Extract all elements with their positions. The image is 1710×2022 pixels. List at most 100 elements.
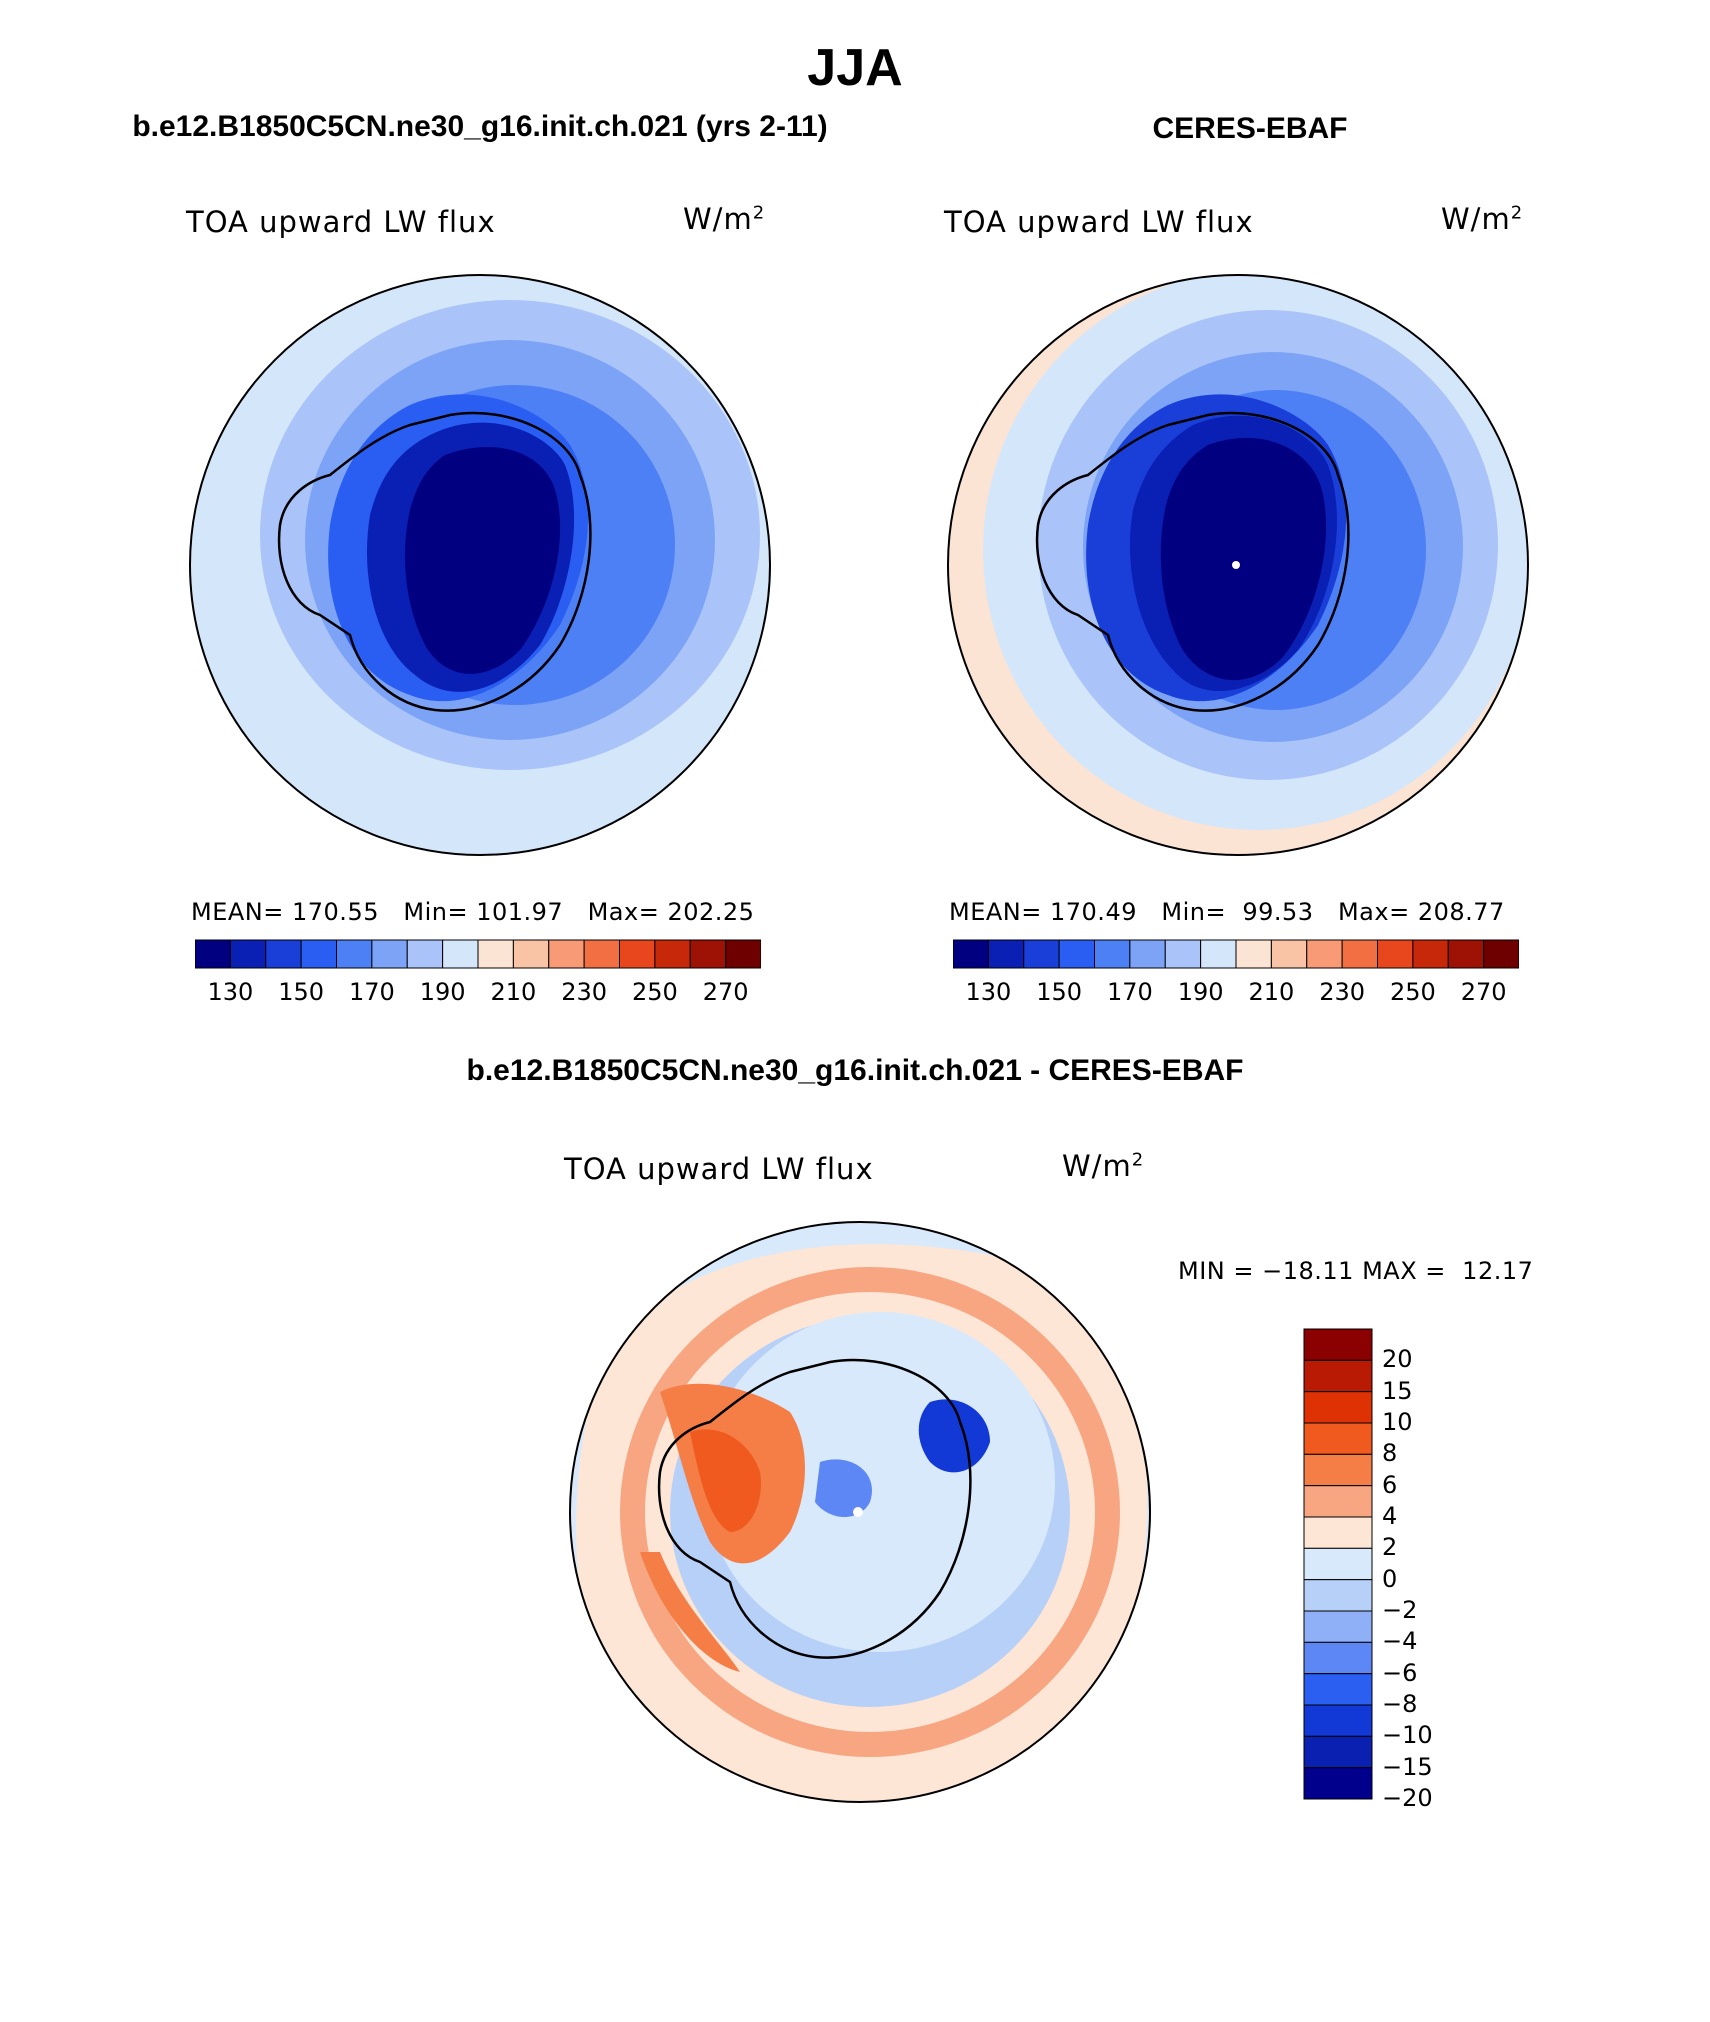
min-label: Min= xyxy=(403,898,469,926)
colorbar-swatch xyxy=(1023,939,1060,969)
units-exponent: 2 xyxy=(1131,1149,1145,1171)
colorbar-swatch xyxy=(1303,1673,1373,1706)
panel-obs-title: CERES-EBAF xyxy=(1152,112,1348,145)
max-value: 208.77 xyxy=(1417,898,1505,926)
colorbar-tick-label: 170 xyxy=(1106,978,1153,1006)
colorbar-swatch xyxy=(229,939,267,969)
colorbar-swatch xyxy=(953,939,989,969)
colorbar-tick-label: −20 xyxy=(1382,1784,1433,1812)
obs-colorbar-ticks: 130 150 170 190 210 230 250 270 xyxy=(953,978,1519,1008)
colorbar-swatch xyxy=(1270,939,1308,969)
panel-model-title: b.e12.B1850C5CN.ne30_g16.init.ch.021 (yr… xyxy=(132,110,828,143)
colorbar-tick-label: −15 xyxy=(1382,1752,1433,1781)
colorbar-tick-label: 190 xyxy=(419,978,466,1006)
colorbar-swatch xyxy=(725,939,761,969)
colorbar-swatch xyxy=(1303,1391,1373,1424)
colorbar-swatch xyxy=(265,939,302,969)
colorbar-swatch xyxy=(1094,939,1131,969)
panel-obs-variable: TOA upward LW flux xyxy=(944,205,1254,239)
units-base: W/m xyxy=(683,202,753,236)
colorbar-tick-label: 170 xyxy=(348,978,395,1006)
model-colorbar xyxy=(195,939,761,969)
min-value: 101.97 xyxy=(476,898,564,926)
min-value: 99.53 xyxy=(1242,898,1314,926)
colorbar-tick-label: 250 xyxy=(631,978,678,1006)
colorbar-tick-label: 270 xyxy=(1460,978,1507,1006)
obs-colorbar xyxy=(953,939,1519,969)
colorbar-swatch xyxy=(1303,1704,1373,1737)
colorbar-tick-label: 230 xyxy=(561,978,608,1006)
colorbar-swatch xyxy=(1303,1547,1373,1581)
max-value: 12.17 xyxy=(1462,1257,1534,1285)
colorbar-swatch xyxy=(1129,939,1166,969)
colorbar-tick-label: 2 xyxy=(1382,1533,1398,1562)
colorbar-tick-label: 190 xyxy=(1177,978,1224,1006)
min-value: −18.11 xyxy=(1262,1257,1354,1285)
panel-obs-units: W/m2 xyxy=(1441,202,1523,236)
colorbar-tick-label: 150 xyxy=(278,978,325,1006)
model-colorbar-ticks: 130 150 170 190 210 230 250 270 xyxy=(195,978,761,1008)
colorbar-swatch xyxy=(1200,939,1237,969)
colorbar-swatch xyxy=(477,939,514,969)
difference-variable: TOA upward LW flux xyxy=(564,1152,874,1186)
colorbar-tick-label: 230 xyxy=(1319,978,1366,1006)
colorbar-swatch xyxy=(619,939,656,969)
colorbar-swatch xyxy=(548,939,585,969)
colorbar-swatch xyxy=(1303,1328,1373,1361)
min-label: MIN = xyxy=(1178,1257,1254,1285)
colorbar-swatch xyxy=(1303,1579,1373,1612)
colorbar-swatch xyxy=(336,939,373,969)
colorbar-swatch xyxy=(512,939,550,969)
colorbar-tick-label: −10 xyxy=(1382,1721,1433,1750)
max-label: Max= xyxy=(1337,898,1410,926)
panel-model-variable: TOA upward LW flux xyxy=(186,205,496,239)
colorbar-swatch xyxy=(1303,1735,1373,1769)
colorbar-tick-label: 10 xyxy=(1382,1408,1413,1436)
colorbar-tick-label: 250 xyxy=(1389,978,1436,1006)
colorbar-swatch xyxy=(583,939,621,969)
difference-title: b.e12.B1850C5CN.ne30_g16.init.ch.021 - C… xyxy=(466,1054,1244,1087)
colorbar-swatch xyxy=(371,939,408,969)
colorbar-tick-label: 130 xyxy=(965,978,1012,1006)
colorbar-swatch xyxy=(1483,939,1519,969)
colorbar-tick-label: 210 xyxy=(1248,978,1295,1006)
difference-minmax: MIN = −18.11 MAX = 12.17 xyxy=(1178,1257,1533,1285)
colorbar-tick-label: 8 xyxy=(1382,1439,1398,1468)
panel-model-stats: MEAN= 170.55 Min= 101.97 Max= 202.25 xyxy=(191,898,754,926)
colorbar-swatch xyxy=(1303,1767,1373,1800)
colorbar-swatch xyxy=(1164,939,1202,969)
mean-value: 170.49 xyxy=(1050,898,1137,926)
colorbar-swatch xyxy=(1058,939,1096,969)
colorbar-tick-label: −2 xyxy=(1382,1596,1418,1624)
colorbar-tick-label: 15 xyxy=(1382,1376,1413,1405)
colorbar-swatch xyxy=(1306,939,1343,969)
model-polar-map xyxy=(189,274,771,856)
max-value: 202.25 xyxy=(667,898,755,926)
colorbar-swatch xyxy=(1235,939,1272,969)
colorbar-swatch xyxy=(1303,1641,1373,1675)
colorbar-tick-label: 0 xyxy=(1382,1564,1398,1593)
colorbar-swatch xyxy=(406,939,444,969)
mean-label: MEAN= xyxy=(949,898,1042,926)
figure-title: JJA xyxy=(807,39,903,97)
colorbar-tick-label: 150 xyxy=(1036,978,1083,1006)
units-exponent: 2 xyxy=(752,202,766,224)
obs-polar-map xyxy=(947,274,1529,856)
colorbar-tick-label: −4 xyxy=(1382,1627,1418,1656)
max-label: MAX = xyxy=(1362,1257,1446,1285)
colorbar-swatch xyxy=(442,939,479,969)
max-label: Max= xyxy=(587,898,660,926)
colorbar-swatch xyxy=(1341,939,1379,969)
colorbar-swatch xyxy=(195,939,231,969)
colorbar-swatch xyxy=(1303,1610,1373,1643)
colorbar-swatch xyxy=(987,939,1025,969)
mean-label: MEAN= xyxy=(191,898,284,926)
mean-value: 170.55 xyxy=(292,898,379,926)
difference-polar-map xyxy=(569,1221,1151,1803)
colorbar-tick-label: −6 xyxy=(1382,1658,1418,1687)
units-base: W/m xyxy=(1062,1149,1132,1183)
colorbar-tick-label: 4 xyxy=(1382,1502,1398,1530)
colorbar-swatch xyxy=(689,939,727,969)
colorbar-swatch xyxy=(654,939,691,969)
colorbar-swatch xyxy=(1303,1516,1373,1549)
